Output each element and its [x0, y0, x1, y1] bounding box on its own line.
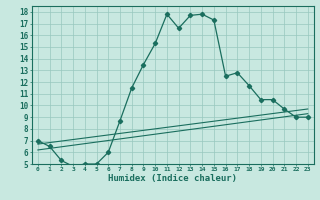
X-axis label: Humidex (Indice chaleur): Humidex (Indice chaleur)	[108, 174, 237, 183]
